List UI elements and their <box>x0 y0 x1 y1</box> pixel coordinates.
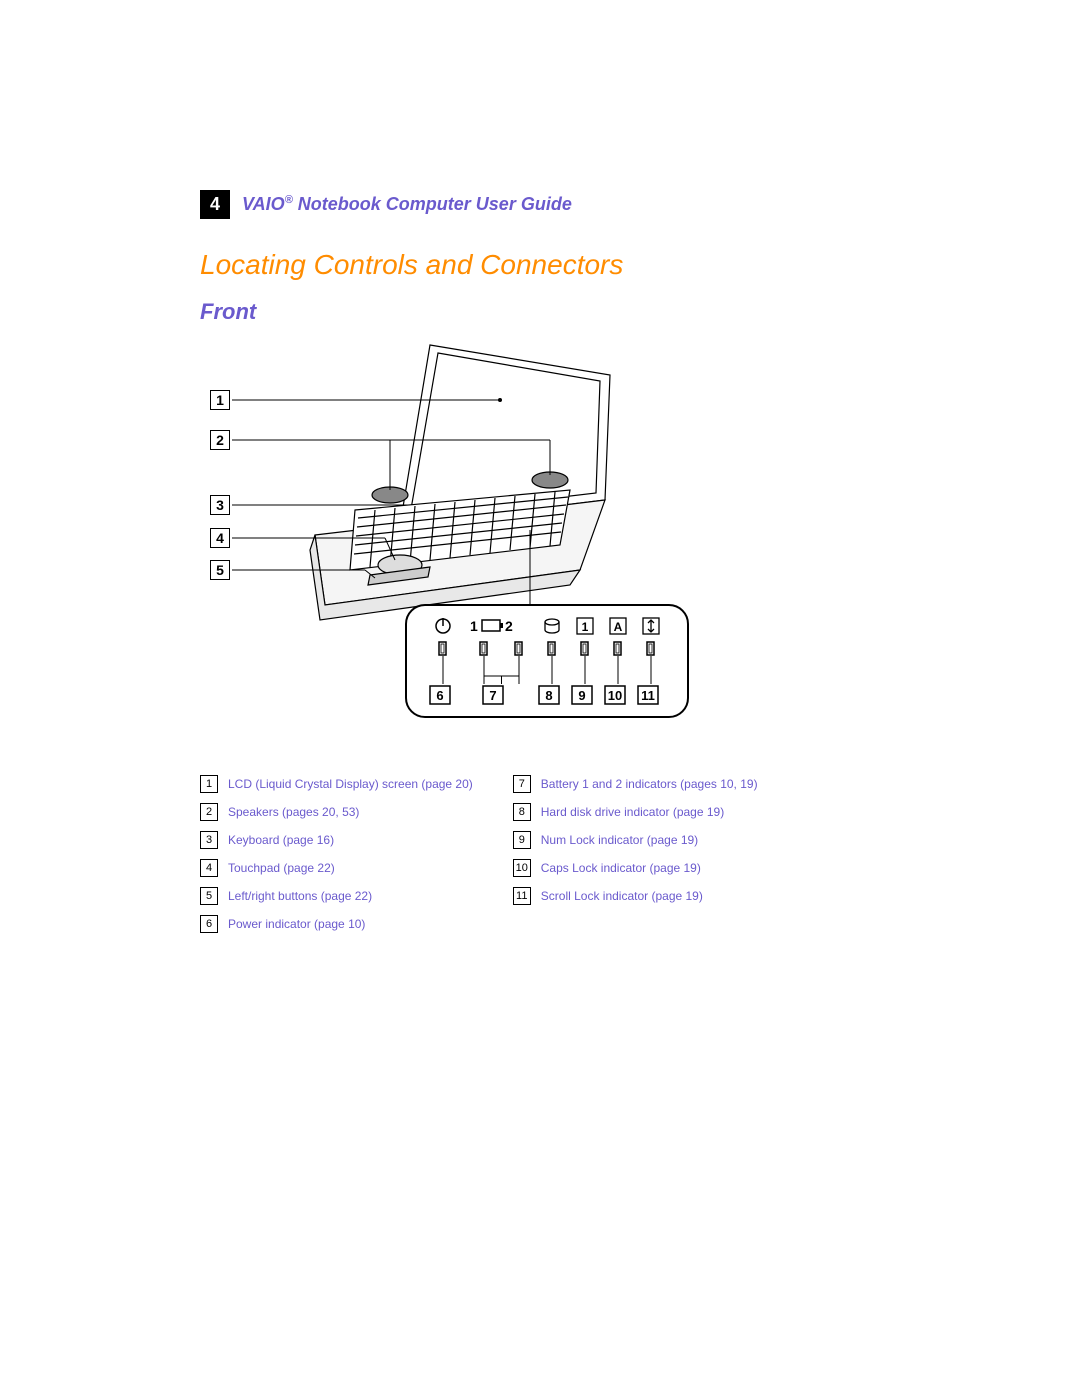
laptop-illustration <box>210 335 770 635</box>
legend-item-1: 1 LCD (Liquid Crystal Display) screen (pa… <box>200 775 473 793</box>
legend-num: 7 <box>513 775 531 793</box>
callout-3: 3 <box>210 495 230 515</box>
legend-num: 5 <box>200 887 218 905</box>
legend-num: 1 <box>200 775 218 793</box>
legend-num: 6 <box>200 915 218 933</box>
legend-item-8: 8 Hard disk drive indicator (page 19) <box>513 803 758 821</box>
legend-item-5: 5 Left/right buttons (page 22) <box>200 887 473 905</box>
svg-text:2: 2 <box>505 618 513 634</box>
svg-text:7: 7 <box>489 688 496 703</box>
legend: 1 LCD (Liquid Crystal Display) screen (pa… <box>200 775 900 933</box>
legend-item-11: 11 Scroll Lock indicator (page 19) <box>513 887 758 905</box>
header-title: VAIO® Notebook Computer User Guide <box>242 194 572 215</box>
svg-text:10: 10 <box>608 688 622 703</box>
legend-item-3: 3 Keyboard (page 16) <box>200 831 473 849</box>
legend-text: Battery 1 and 2 indicators (pages 10, 19… <box>541 777 758 791</box>
legend-num: 8 <box>513 803 531 821</box>
registered-mark: ® <box>285 194 293 206</box>
callout-4: 4 <box>210 528 230 548</box>
legend-num: 3 <box>200 831 218 849</box>
page-number: 4 <box>200 190 230 219</box>
legend-text: Num Lock indicator (page 19) <box>541 833 698 847</box>
legend-item-4: 4 Touchpad (page 22) <box>200 859 473 877</box>
svg-text:9: 9 <box>578 688 585 703</box>
legend-text: Hard disk drive indicator (page 19) <box>541 805 724 819</box>
legend-text: Left/right buttons (page 22) <box>228 889 372 903</box>
subsection-title: Front <box>200 299 900 325</box>
header-suffix: Notebook Computer User Guide <box>293 194 572 214</box>
callout-1: 1 <box>210 390 230 410</box>
legend-text: Caps Lock indicator (page 19) <box>541 861 701 875</box>
legend-item-10: 10 Caps Lock indicator (page 19) <box>513 859 758 877</box>
svg-text:1: 1 <box>470 618 478 634</box>
callout-2: 2 <box>210 430 230 450</box>
callout-5: 5 <box>210 560 230 580</box>
svg-text:1: 1 <box>582 620 589 634</box>
page-header: 4 VAIO® Notebook Computer User Guide <box>200 190 900 219</box>
svg-text:6: 6 <box>436 688 443 703</box>
legend-text: Speakers (pages 20, 53) <box>228 805 359 819</box>
legend-num: 11 <box>513 887 531 905</box>
legend-text: Scroll Lock indicator (page 19) <box>541 889 703 903</box>
svg-text:11: 11 <box>641 688 655 703</box>
legend-text: LCD (Liquid Crystal Display) screen (pag… <box>228 777 473 791</box>
legend-text: Power indicator (page 10) <box>228 917 365 931</box>
legend-num: 10 <box>513 859 531 877</box>
legend-item-6: 6 Power indicator (page 10) <box>200 915 473 933</box>
svg-text:8: 8 <box>545 688 552 703</box>
front-diagram: 1 2 3 4 5 1 2 1 A 6 7 8 9 10 11 <box>210 335 770 755</box>
svg-text:A: A <box>614 620 623 634</box>
legend-num: 4 <box>200 859 218 877</box>
legend-num: 9 <box>513 831 531 849</box>
legend-left-column: 1 LCD (Liquid Crystal Display) screen (pa… <box>200 775 473 933</box>
header-prefix: VAIO <box>242 194 285 214</box>
legend-item-9: 9 Num Lock indicator (page 19) <box>513 831 758 849</box>
indicator-panel: 1 2 1 A 6 7 8 9 10 11 <box>405 604 689 718</box>
legend-num: 2 <box>200 803 218 821</box>
legend-text: Touchpad (page 22) <box>228 861 335 875</box>
legend-text: Keyboard (page 16) <box>228 833 334 847</box>
section-title: Locating Controls and Connectors <box>200 249 900 281</box>
legend-item-2: 2 Speakers (pages 20, 53) <box>200 803 473 821</box>
legend-item-7: 7 Battery 1 and 2 indicators (pages 10, 1… <box>513 775 758 793</box>
legend-right-column: 7 Battery 1 and 2 indicators (pages 10, 1… <box>513 775 758 933</box>
indicator-icons: 1 2 1 A 6 7 8 9 10 11 <box>407 606 687 716</box>
